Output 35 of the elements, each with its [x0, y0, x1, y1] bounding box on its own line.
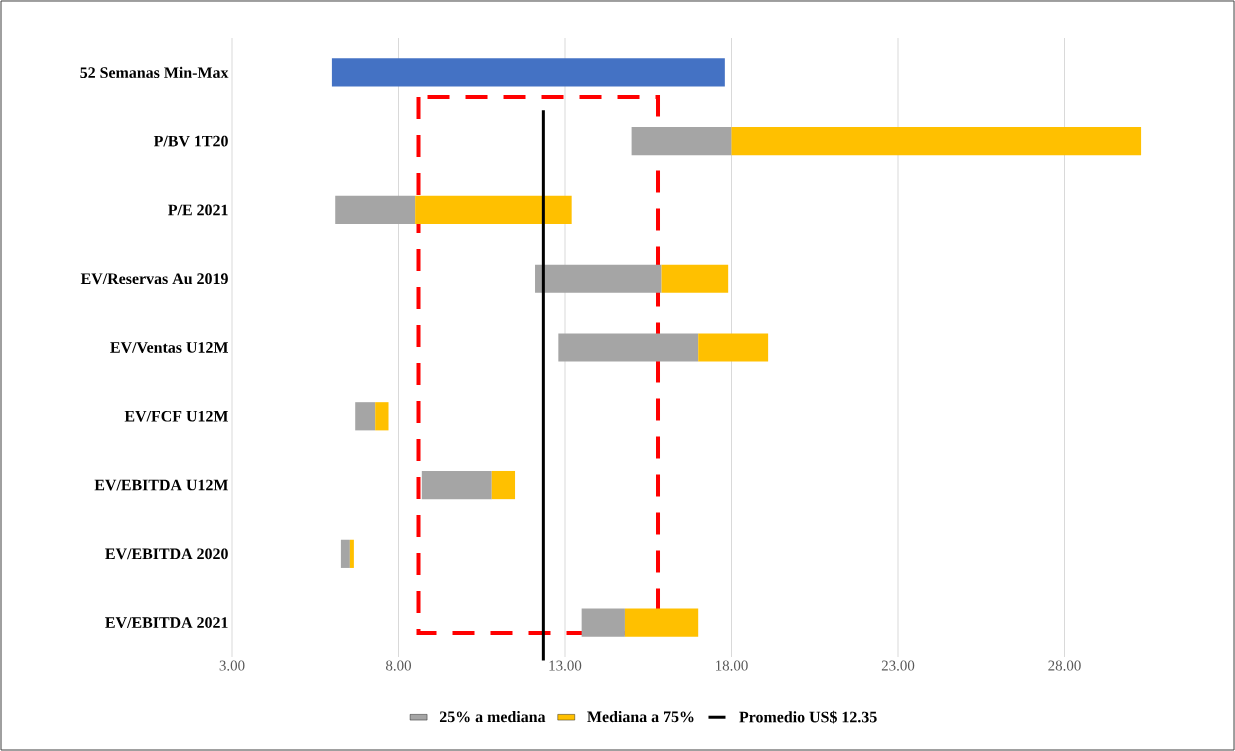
bar — [631, 127, 732, 156]
bar — [415, 195, 572, 225]
x-tick-label: 18.00 — [716, 660, 748, 671]
bar — [535, 264, 662, 293]
y-tick-label: EV/EBITDA 2020 — [105, 548, 228, 560]
legend-label: Mediana a 75% — [587, 710, 694, 723]
bar — [355, 402, 376, 431]
x-tick-label: 23.00 — [881, 660, 915, 671]
bar — [558, 333, 699, 362]
bar — [581, 608, 625, 637]
x-tick-label: 13.00 — [549, 660, 582, 671]
legend-label: Promedio US$ 12.35 — [739, 710, 877, 724]
y-tick-label: 52 Semanas Min-Max — [80, 66, 229, 78]
x-tick-label: 3.00 — [219, 660, 245, 671]
bar — [340, 539, 350, 568]
bar — [421, 470, 492, 500]
y-tick-label: EV/EBITDA U12M — [94, 479, 228, 491]
bar — [624, 608, 699, 637]
x-tick-label: 8.00 — [385, 660, 412, 671]
y-tick-label: EV/FCF U12M — [124, 410, 228, 422]
bar — [491, 470, 516, 500]
y-tick-label: P/BV 1T20 — [153, 135, 228, 147]
bar — [698, 333, 769, 362]
bar — [731, 127, 1142, 156]
bar — [349, 539, 354, 568]
bar — [375, 402, 389, 431]
y-tick-label: EV/Reservas Au 2019 — [80, 273, 228, 285]
y-tick-label: EV/Ventas U12M — [110, 342, 228, 353]
y-tick-label: EV/EBITDA 2021 — [105, 617, 228, 629]
x-tick-label: 28.00 — [1048, 660, 1081, 671]
bar — [331, 58, 725, 87]
bar — [661, 264, 729, 293]
bar — [335, 195, 416, 225]
y-tick-label: P/E 2021 — [168, 204, 228, 216]
legend-label: 25% a mediana — [439, 710, 546, 723]
